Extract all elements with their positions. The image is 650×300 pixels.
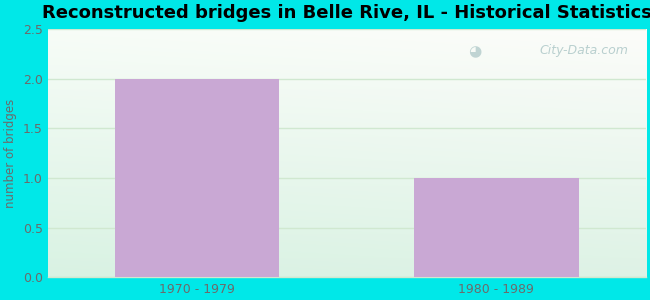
Text: City-Data.com: City-Data.com [539,44,628,57]
Y-axis label: number of bridges: number of bridges [4,99,17,208]
Text: ◕: ◕ [468,44,481,59]
Bar [414,178,578,277]
Bar [115,79,280,277]
Title: Reconstructed bridges in Belle Rive, IL - Historical Statistics: Reconstructed bridges in Belle Rive, IL … [42,4,650,22]
